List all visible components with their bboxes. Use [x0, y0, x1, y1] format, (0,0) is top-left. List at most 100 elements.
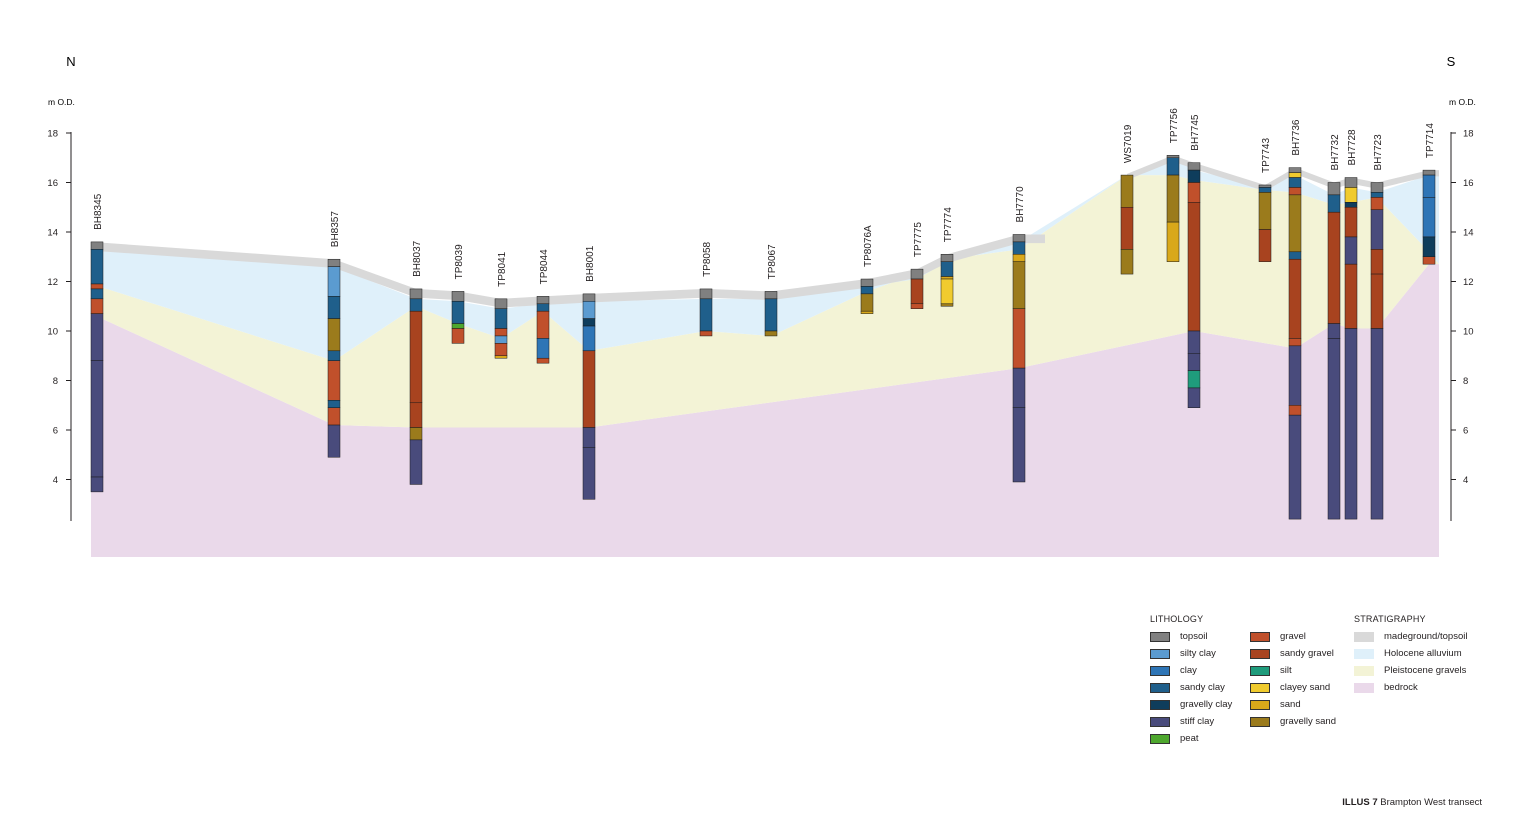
legend-lithology-title: LITHOLOGY — [1150, 614, 1204, 624]
layer-topsoil — [1166, 155, 1180, 158]
legend-item: gravelly sand — [1250, 713, 1336, 730]
layer-gravel — [327, 407, 341, 426]
layer-clayey-sand — [1288, 172, 1302, 178]
legend-lithology-list-1: topsoil silty clay clay sandy clay gravelly … — [1150, 628, 1232, 747]
borehole-label: BH7728 — [1347, 129, 1358, 166]
layer-gravelly-sand — [1120, 249, 1134, 275]
layer-sandy-gravel — [1327, 211, 1341, 324]
left-tick-label: 18 — [47, 129, 58, 140]
layer-sandy-clay — [699, 298, 713, 332]
legend-label: Holocene alluvium — [1384, 648, 1462, 659]
layer-silty-clay — [582, 301, 596, 319]
legend-swatch — [1150, 648, 1170, 659]
borehole-label: BH7736 — [1291, 119, 1302, 156]
borehole-label: BH7770 — [1015, 186, 1026, 223]
legend-label: gravelly clay — [1180, 699, 1233, 710]
legend-lithology-col-1: LITHOLOGY topsoil silty clay clay sandy cla… — [1150, 614, 1232, 747]
layer-gravelly-sand — [327, 318, 341, 352]
legend-item: gravelly clay — [1150, 696, 1232, 713]
layer-gravel — [1422, 256, 1436, 265]
right-tick-label: 8 — [1463, 376, 1468, 387]
layer-stiff-clay — [582, 427, 596, 448]
layer-stiff-clay — [1012, 407, 1026, 483]
legend-swatch — [1150, 699, 1170, 710]
layer-sandy-clay — [327, 296, 341, 319]
borehole-label: BH7723 — [1373, 134, 1384, 171]
layer-gravelly-sand — [940, 303, 954, 307]
legend-item: sand — [1250, 696, 1336, 713]
caption-label: ILLUS 7 — [1342, 797, 1378, 808]
layer-clay — [536, 338, 550, 359]
madeground-band — [91, 234, 1045, 308]
layer-stiff-clay — [1288, 345, 1302, 406]
borehole-label: TP8076A — [863, 225, 874, 267]
legend-label: sand — [1280, 699, 1301, 710]
borehole-label: BH7745 — [1190, 114, 1201, 151]
borehole-tp7714 — [1422, 169, 1436, 265]
legend-stratigraphy-col: STRATIGRAPHY madeground/topsoil Holocene … — [1354, 614, 1467, 696]
layer-gravel — [1187, 182, 1201, 203]
legend-swatch — [1250, 648, 1270, 659]
layer-stiff-clay — [1327, 338, 1341, 520]
layer-topsoil — [1012, 234, 1026, 243]
right-tick-label: 12 — [1463, 277, 1474, 288]
layer-stiff-clay — [1187, 330, 1201, 354]
legend-swatch — [1354, 665, 1374, 676]
right-tick-label: 14 — [1463, 228, 1474, 239]
layer-stiff-clay — [409, 439, 423, 485]
layer-sand — [940, 276, 954, 280]
layer-sand — [494, 355, 508, 359]
layer-topsoil — [1187, 162, 1201, 171]
layer-stiff-clay — [90, 360, 104, 478]
borehole-tp8044 — [536, 296, 550, 364]
pleistocene-area — [91, 175, 1439, 428]
layer-clayey-sand — [1344, 187, 1358, 203]
layer-sandy-clay — [90, 249, 104, 285]
legend-swatch — [1150, 682, 1170, 693]
layer-stiff-clay — [1012, 367, 1026, 408]
layer-gravelly-sand — [1120, 174, 1134, 208]
legend-swatch — [1150, 665, 1170, 676]
borehole-bh8037 — [409, 288, 423, 485]
layer-sandy-clay — [940, 261, 954, 277]
layer-gravel — [90, 283, 104, 290]
legend-label: madeground/topsoil — [1384, 631, 1468, 642]
layer-sandy-clay — [1012, 241, 1026, 255]
legend-swatch — [1354, 648, 1374, 659]
north-label: N — [66, 54, 75, 69]
borehole-labels: BH8345 BH8357 BH8037 TP8039 TP8041 TP8044 BH80… — [93, 108, 1436, 287]
layer-topsoil — [409, 288, 423, 300]
layer-topsoil — [494, 298, 508, 309]
borehole-label: TP7756 — [1169, 108, 1180, 143]
layer-sandy-gravel — [409, 310, 423, 404]
borehole-label: TP8044 — [539, 249, 550, 284]
layer-sandy-gravel — [1258, 229, 1272, 262]
borehole-tp7775 — [910, 268, 924, 309]
borehole-bh7745 — [1187, 162, 1201, 408]
legend-item: gravel — [1250, 628, 1336, 645]
layer-clayey-sand — [940, 278, 954, 305]
legend-swatch — [1250, 665, 1270, 676]
legend-swatch — [1250, 682, 1270, 693]
layer-clay — [582, 325, 596, 352]
layer-gravel — [536, 357, 550, 364]
layer-gravelly-sand — [1288, 194, 1302, 253]
layer-topsoil — [940, 254, 954, 262]
layer-topsoil — [1327, 182, 1341, 196]
layer-stiff-clay — [1344, 328, 1358, 520]
left-tick-label: 8 — [53, 376, 58, 387]
layer-gravel — [494, 343, 508, 356]
layer-stiff-clay — [1327, 323, 1341, 339]
layer-stiff-clay — [90, 313, 104, 361]
layer-topsoil — [764, 291, 778, 300]
legend-swatch — [1354, 682, 1374, 693]
legend-item: silty clay — [1150, 645, 1232, 662]
layer-topsoil — [1288, 167, 1302, 173]
holocene-area — [91, 157, 1439, 361]
legend-stratigraphy-title: STRATIGRAPHY — [1354, 614, 1426, 624]
layer-sandy-clay — [327, 350, 341, 361]
right-tick-label: 10 — [1463, 327, 1474, 338]
layer-sandy-clay — [1370, 192, 1384, 198]
legend-swatch — [1150, 631, 1170, 642]
legend-swatch — [1250, 631, 1270, 642]
